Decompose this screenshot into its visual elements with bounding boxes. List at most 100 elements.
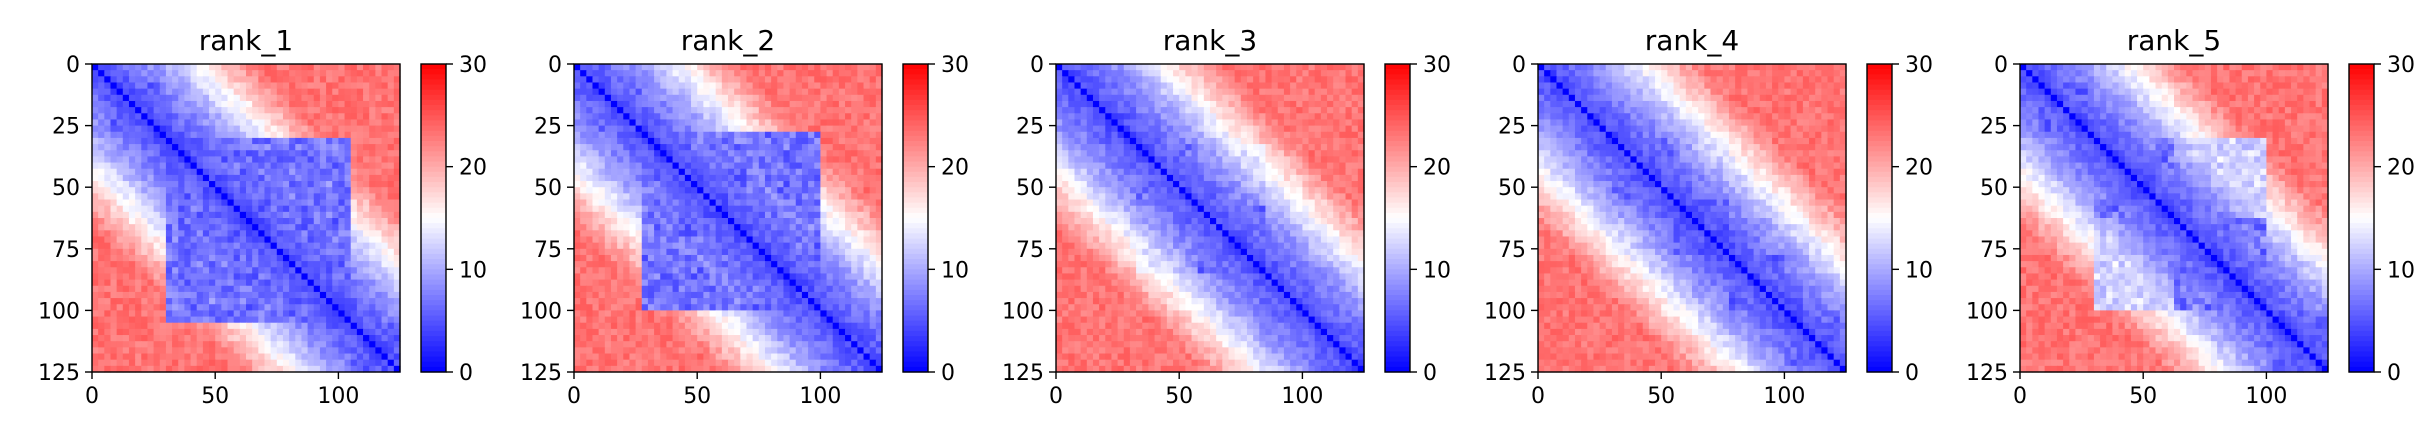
heatmap-cell: [758, 113, 766, 121]
heatmap-cell: [647, 88, 655, 96]
heatmap-cell: [758, 322, 766, 330]
heatmap-cell: [313, 335, 321, 342]
heatmap-cell: [282, 100, 290, 108]
heatmap-cell: [276, 76, 284, 84]
heatmap-cell: [678, 100, 686, 108]
heatmap-cell: [789, 211, 797, 219]
heatmap-cell: [635, 199, 643, 207]
heatmap-cell: [875, 76, 883, 84]
heatmap-cell: [641, 230, 649, 238]
heatmap-cell: [574, 137, 581, 145]
heatmap-cell: [209, 322, 216, 330]
heatmap-cell: [363, 156, 370, 164]
heatmap-cell: [740, 267, 748, 275]
heatmap-cell: [252, 359, 259, 367]
heatmap-cell: [110, 304, 118, 311]
heatmap-cell: [215, 273, 222, 281]
heatmap-cell: [734, 125, 741, 133]
heatmap-cell: [869, 322, 877, 330]
heatmap-cell: [159, 64, 167, 71]
heatmap-cell: [617, 230, 624, 238]
heatmap-cell: [869, 218, 877, 225]
heatmap-cell: [239, 88, 247, 96]
heatmap-cell: [734, 291, 741, 299]
heatmap-cell: [783, 168, 791, 176]
heatmap-cell: [734, 298, 741, 305]
heatmap-cell: [110, 113, 118, 121]
heatmap-cell: [92, 113, 99, 121]
heatmap-cell: [332, 261, 339, 268]
heatmap-cell: [783, 242, 791, 250]
heatmap-cell: [715, 298, 723, 305]
heatmap-cell: [135, 82, 142, 90]
heatmap-cell: [598, 304, 606, 311]
heatmap-cell: [209, 107, 216, 114]
heatmap-cell: [356, 359, 364, 367]
heatmap-cell: [857, 254, 865, 262]
heatmap-cell: [801, 285, 809, 293]
heatmap-cell: [617, 94, 624, 102]
heatmap-cell: [221, 125, 229, 133]
heatmap-cell: [239, 230, 247, 238]
panel-title: rank_1: [199, 24, 293, 57]
heatmap-cell: [135, 94, 142, 102]
heatmap-cell: [660, 328, 667, 336]
heatmap-cell: [295, 359, 303, 367]
heatmap-cell: [202, 181, 210, 188]
heatmap-cell: [301, 322, 309, 330]
heatmap-cell: [209, 236, 216, 244]
heatmap-cell: [246, 304, 253, 311]
heatmap-cell: [660, 248, 667, 256]
heatmap-cell: [276, 113, 284, 121]
heatmap-cell: [178, 236, 185, 244]
heatmap-cell: [153, 365, 161, 373]
heatmap-cell: [697, 316, 704, 324]
heatmap-cell: [869, 193, 877, 201]
heatmap-cell: [221, 335, 229, 342]
heatmap-cell: [771, 316, 778, 324]
heatmap-cell: [789, 254, 797, 262]
heatmap-cell: [239, 211, 247, 219]
heatmap-cell: [678, 328, 686, 336]
heatmap-cell: [178, 341, 185, 348]
heatmap-cell: [221, 218, 229, 225]
heatmap-cell: [215, 199, 222, 207]
heatmap-cell: [684, 100, 692, 108]
heatmap-cell: [110, 187, 118, 194]
heatmap-cell: [326, 107, 333, 114]
heatmap-cell: [783, 119, 791, 127]
heatmap-cell: [122, 353, 130, 361]
heatmap-cell: [227, 205, 235, 213]
heatmap-cell: [153, 82, 161, 90]
heatmap-cell: [826, 70, 834, 77]
heatmap-cell: [684, 119, 692, 127]
heatmap-cell: [838, 150, 846, 157]
heatmap-cell: [387, 310, 395, 318]
heatmap-cell: [814, 64, 821, 71]
heatmap-cell: [369, 82, 376, 90]
heatmap-cell: [604, 248, 612, 256]
heatmap-cell: [116, 181, 124, 188]
heatmap-cell: [356, 261, 364, 268]
heatmap-cell: [592, 150, 600, 157]
heatmap-cell: [307, 211, 315, 219]
heatmap-cell: [282, 156, 290, 164]
heatmap-cell: [709, 119, 717, 127]
heatmap-cell: [629, 347, 637, 355]
heatmap-cell: [764, 82, 772, 90]
heatmap-cell: [592, 156, 600, 164]
heatmap-cell: [92, 181, 99, 188]
heatmap-cell: [147, 347, 155, 355]
heatmap-cell: [332, 144, 339, 151]
heatmap-cell: [307, 224, 315, 231]
heatmap-cell: [159, 70, 167, 77]
heatmap-cell: [258, 113, 266, 121]
heatmap-cell: [709, 125, 717, 133]
heatmap-cell: [387, 150, 395, 157]
heatmap-cell: [165, 64, 173, 71]
heatmap-cell: [178, 359, 185, 367]
heatmap-cell: [629, 168, 637, 176]
heatmap-cell: [209, 328, 216, 336]
heatmap-cell: [851, 316, 858, 324]
heatmap-cell: [289, 279, 296, 287]
